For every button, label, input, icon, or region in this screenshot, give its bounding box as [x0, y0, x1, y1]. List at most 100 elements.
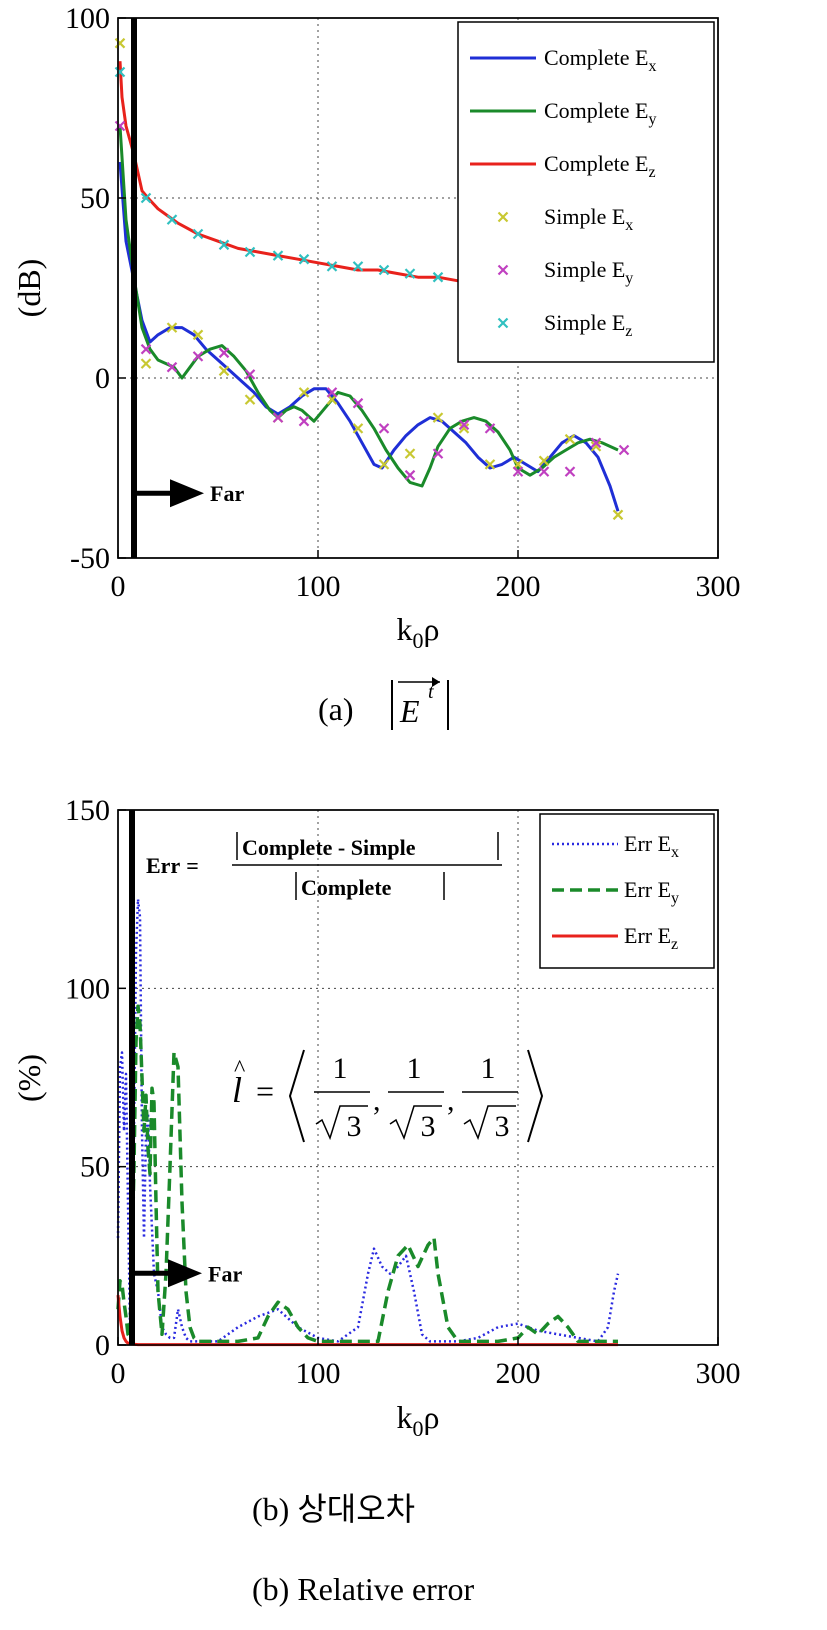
chart-b-legend-entry-1: Err Ey [552, 877, 679, 907]
marker-stroke-b [564, 466, 576, 477]
lhat-formula: l ^ = 1 3 , 1 3 , 1 3 [232, 1049, 544, 1143]
err-formula-denominator: Complete [301, 875, 392, 900]
marker-stroke-b [298, 415, 310, 427]
marker-stroke-b [218, 365, 230, 377]
chart-b-legend-label-0: Err Ex [624, 831, 679, 861]
chart-b-ytick-2: 100 [65, 972, 110, 1005]
chart-a-line-x-0 [118, 161, 620, 512]
marker-stroke-b [378, 264, 390, 276]
marker-stroke-b [218, 347, 230, 359]
chart-a-legend-label-0: Complete Ex [544, 45, 656, 75]
legend-label-main: Simple E [544, 257, 625, 282]
marker-stroke-b [352, 261, 364, 272]
chart-a-marker-z-5-5 [244, 246, 256, 258]
marker-stroke-b [192, 351, 204, 362]
chart-b-legend-label-2: Err Ez [624, 923, 678, 953]
chart-a-legend-entry-5: Simple Ez [497, 310, 632, 340]
chart-a-marker-y-4-11 [404, 469, 416, 481]
chart-a-marker-z-5-11 [404, 268, 416, 279]
lhat-term-3-num: 1 [481, 1052, 496, 1085]
marker-stroke-b [140, 192, 152, 204]
chart-b-ticks: 0 100 200 300 0 50 100 150 [65, 794, 741, 1390]
marker-stroke-b [590, 441, 602, 452]
chart-a-xtick-2: 200 [496, 570, 541, 603]
legend-marker-b [497, 211, 509, 223]
caption-vector-arrowhead [432, 677, 440, 687]
marker-stroke-b [218, 239, 230, 251]
marker-stroke-b [484, 459, 496, 470]
marker-stroke-b [352, 397, 364, 409]
err-formula: Err = Complete - Simple Complete [146, 832, 502, 900]
chart-a-marker-z-5-6 [272, 250, 284, 261]
marker-stroke-b [484, 423, 496, 434]
chart-a-marker-y-4-4 [218, 347, 230, 359]
chart-a-marker-x-3-16 [538, 455, 550, 467]
lhat-bracket-right [527, 1049, 544, 1143]
chart-b-legend-label-1: Err Ey [624, 877, 679, 907]
marker-stroke-b [272, 250, 284, 261]
chart-a-series-simple-e-y [114, 120, 630, 481]
marker-stroke-b [612, 509, 624, 521]
legend-label-main: Err E [624, 923, 671, 948]
lhat-term-1: 1 3 [314, 1052, 370, 1143]
chart-a-marker-x-3-18 [590, 441, 602, 452]
legend-label-main: Err E [624, 877, 671, 902]
chart-a-marker-z-5-1 [140, 192, 152, 204]
marker-stroke-b [458, 419, 470, 431]
chart-b-xlabel-main: k [397, 1399, 413, 1435]
marker-stroke-b [538, 455, 550, 467]
chart-b-legend-box [539, 813, 715, 969]
marker-stroke-b [140, 358, 152, 369]
marker-stroke-b [404, 469, 416, 481]
chart-a-marker-y-4-17 [564, 466, 576, 477]
marker-stroke-b [192, 228, 204, 240]
chart-b-xtick-0: 0 [111, 1357, 126, 1390]
chart-b-xtick-2: 200 [496, 1357, 541, 1390]
lhat-bracket-left [288, 1049, 305, 1143]
legend-label-main: Complete E [544, 151, 648, 176]
chart-a-legend-box [457, 21, 715, 363]
marker-stroke-b [352, 423, 364, 434]
chart-a-marker-y-4-6 [272, 412, 284, 423]
chart-a-marker-x-3-12 [432, 412, 444, 423]
legend-label-sub: z [625, 323, 632, 340]
chart-a-marker-z-5-3 [192, 228, 204, 240]
marker-stroke-b [404, 268, 416, 279]
marker-stroke-b [298, 387, 310, 398]
chart-a-marker-x-3-10 [378, 459, 390, 470]
marker-stroke-b [114, 66, 126, 78]
chart-a-caption: (a) [318, 691, 354, 727]
marker-stroke-b [404, 448, 416, 459]
chart-a-xlabel: k0ρ [397, 611, 440, 653]
chart-b-ytick-1: 50 [80, 1151, 110, 1184]
chart-a-legend-label-5: Simple Ez [544, 310, 632, 340]
chart-a-legend-entry-4: Simple Ey [497, 257, 633, 287]
chart-a-marker-z-5-4 [218, 239, 230, 251]
lhat-term-2: 1 3 [388, 1052, 444, 1143]
chart-a-ytick-3: 100 [65, 2, 110, 35]
chart-a-marker-x-3-7 [298, 387, 310, 398]
chart-a-marker-y-4-10 [378, 423, 390, 434]
chart-a-marker-y-4-15 [512, 466, 524, 477]
chart-b-xlabel: k0ρ [397, 1399, 440, 1441]
chart-a-plot-frame [117, 17, 719, 559]
chart-a-caption-math: E t [391, 677, 449, 730]
marker-stroke-b [432, 271, 444, 283]
chart-b-ytick-0: 0 [95, 1329, 110, 1362]
chart-a-marker-x-3-1 [140, 358, 152, 369]
marker-stroke-b [166, 214, 178, 225]
chart-b-series-err-e-y [116, 1004, 618, 1344]
marker-stroke-b [458, 423, 470, 434]
chart-a-marker-y-4-3 [192, 351, 204, 362]
marker-stroke-b [298, 253, 310, 265]
marker-stroke-b [244, 246, 256, 258]
chart-b-legend-entry-0: Err Ex [552, 831, 679, 861]
err-formula-lhs: Err = [146, 853, 199, 878]
legend-label-sub: x [648, 58, 656, 75]
lhat-term-1-rad: 3 [347, 1110, 362, 1143]
chart-b-ylabel: (%) [11, 1054, 47, 1102]
legend-label-sub: y [648, 111, 656, 128]
